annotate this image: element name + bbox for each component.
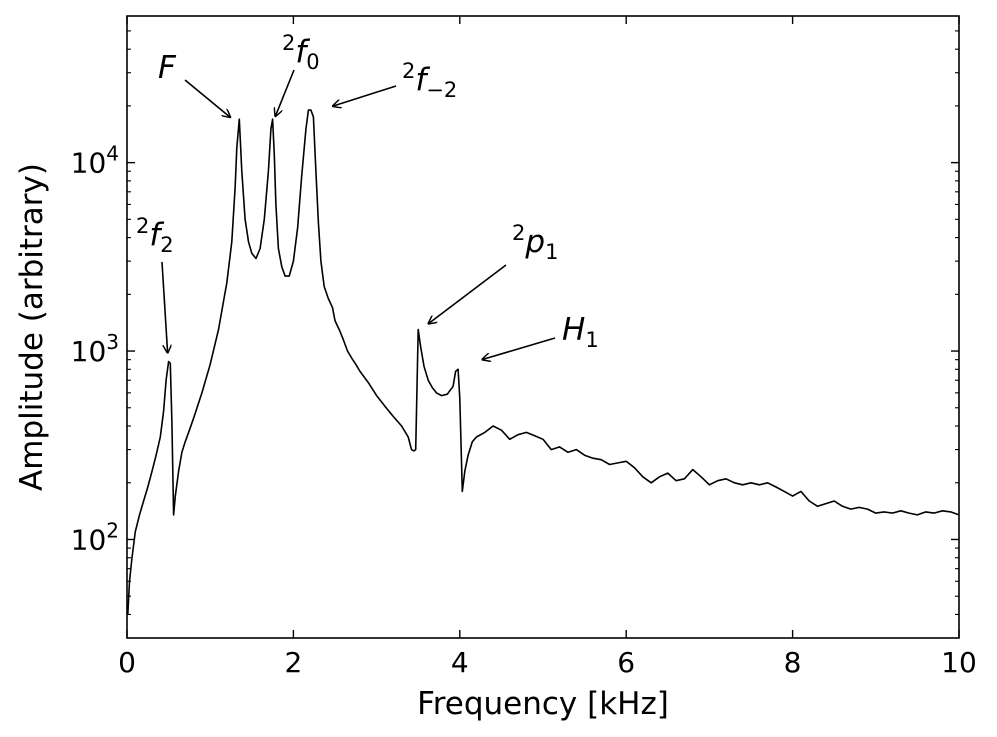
annotation-label: 2p1 xyxy=(512,221,558,264)
annotation-arrow xyxy=(429,264,507,324)
y-axis-title: Amplitude (arbitrary) xyxy=(14,163,50,491)
annotation-arrow xyxy=(275,69,295,116)
x-tick-label: 6 xyxy=(617,646,635,679)
annotation-arrow xyxy=(184,79,230,117)
annotation-label: 2f2 xyxy=(136,214,174,257)
annotation-arrow xyxy=(482,337,556,360)
x-tick-label: 0 xyxy=(118,646,136,679)
annotation-arrow xyxy=(333,85,397,106)
y-tick-label: 102 xyxy=(71,518,119,556)
plot-frame xyxy=(126,15,960,639)
x-axis-title: Frequency [kHz] xyxy=(417,686,669,722)
peak-annotations: F 2f0 2f−2 2f2 2p1 H1 xyxy=(136,31,599,360)
x-tick-label: 4 xyxy=(451,646,469,679)
annotation-label: 2f−2 xyxy=(402,59,457,102)
x-tick-label: 10 xyxy=(941,646,977,679)
x-tick-label: 8 xyxy=(784,646,802,679)
annotation-label: F xyxy=(158,50,177,86)
annotation-label: H1 xyxy=(562,312,599,352)
axis-ticks xyxy=(126,16,960,638)
y-tick-label: 103 xyxy=(71,330,119,368)
spectrum-line xyxy=(127,109,960,615)
x-tick-label: 2 xyxy=(284,646,302,679)
annotation-label: 2f0 xyxy=(282,31,320,74)
y-tick-label: 104 xyxy=(71,142,119,180)
annotation-arrow xyxy=(161,261,168,353)
axis-tick-labels: 0 2 4 6 8 10 102 103 104 xyxy=(71,142,977,679)
